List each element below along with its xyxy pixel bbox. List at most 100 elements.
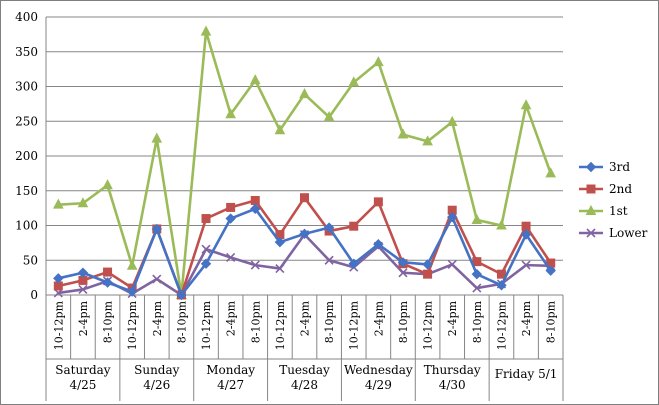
group-label: 4/28 bbox=[291, 378, 318, 392]
data-point-2nd bbox=[423, 269, 433, 279]
data-point-1st bbox=[102, 179, 113, 190]
series-line-1st bbox=[58, 30, 552, 297]
y-tick-label: 50 bbox=[23, 253, 38, 267]
x-tick-label: 2-4pm bbox=[77, 300, 90, 336]
data-point-1st bbox=[77, 197, 89, 208]
data-point-2nd bbox=[250, 195, 260, 205]
data-point-1st bbox=[249, 74, 261, 85]
data-point-1st bbox=[373, 56, 384, 67]
data-point-3rd bbox=[225, 213, 236, 224]
data-point-lower bbox=[78, 284, 88, 295]
group-label: Wednesday bbox=[344, 363, 413, 377]
data-point-3rd bbox=[53, 273, 64, 284]
data-point-3rd bbox=[323, 222, 335, 233]
data-point-1st bbox=[348, 76, 360, 87]
x-tick-label: 2-4pm bbox=[520, 300, 533, 336]
x-tick-label: 2-4pm bbox=[299, 300, 312, 336]
data-point-lower bbox=[472, 283, 482, 293]
data-point-lower bbox=[275, 264, 285, 274]
data-point-lower bbox=[226, 252, 236, 263]
data-point-3rd bbox=[77, 267, 89, 278]
x-tick-label: 8-10pm bbox=[397, 300, 410, 343]
group-label: Sunday bbox=[134, 363, 180, 377]
group-label: Thursday bbox=[424, 363, 481, 377]
x-tick-label: 2-4pm bbox=[372, 300, 385, 336]
series-3rd bbox=[53, 203, 556, 301]
x-tick-label: 8-10pm bbox=[323, 300, 336, 343]
y-tick-label: 300 bbox=[15, 80, 38, 94]
x-tick-label: 10-12pm bbox=[274, 300, 287, 350]
data-point-3rd bbox=[447, 211, 458, 223]
x-tick-label: 8-10pm bbox=[102, 300, 115, 343]
y-tick-label: 200 bbox=[15, 149, 38, 163]
x-tick-label: 8-10pm bbox=[249, 300, 262, 343]
data-point-lower bbox=[324, 255, 334, 265]
data-point-1st bbox=[545, 167, 557, 178]
gridlines bbox=[46, 16, 563, 296]
x-tick-label: 8-10pm bbox=[471, 300, 484, 343]
data-point-1st bbox=[422, 135, 433, 146]
legend-label: 3rd bbox=[609, 160, 630, 174]
legend-label: 2nd bbox=[609, 182, 632, 196]
data-point-2nd bbox=[349, 221, 359, 231]
data-point-2nd bbox=[373, 197, 383, 207]
y-tick-label: 400 bbox=[15, 10, 38, 24]
group-label: 4/25 bbox=[69, 378, 96, 392]
group-label: Saturday bbox=[55, 363, 110, 377]
data-point-1st bbox=[299, 88, 310, 99]
data-point-3rd bbox=[200, 258, 212, 269]
series bbox=[52, 25, 557, 301]
group-label: 4/30 bbox=[439, 378, 466, 392]
data-point-1st bbox=[126, 259, 138, 270]
group-label: 4/29 bbox=[365, 378, 392, 392]
data-point-3rd bbox=[126, 286, 138, 297]
data-point-2nd bbox=[201, 214, 211, 224]
group-label: 4/26 bbox=[143, 378, 170, 392]
data-point-2nd bbox=[226, 202, 236, 212]
data-point-1st bbox=[274, 124, 286, 135]
data-point-3rd bbox=[151, 223, 162, 235]
axes: 0 50 100 150 200 250 300 350 400 10-12pm 2-4pm 8-10… bbox=[15, 10, 564, 401]
series-line-2nd bbox=[58, 196, 552, 297]
data-point-1st bbox=[323, 111, 335, 122]
data-point-1st bbox=[471, 213, 483, 224]
data-point-2nd bbox=[300, 193, 309, 203]
series-1st bbox=[52, 25, 557, 299]
data-point-3rd bbox=[299, 228, 310, 240]
group-label: Friday 5/1 bbox=[495, 367, 558, 381]
legend-marker bbox=[585, 204, 597, 215]
x-tick-label: 2-4pm bbox=[225, 300, 238, 336]
y-tick-label: 150 bbox=[15, 184, 38, 198]
y-tick-label: 350 bbox=[15, 45, 38, 59]
x-tick-label: 2-4pm bbox=[151, 300, 164, 336]
data-point-3rd bbox=[250, 203, 261, 215]
x-tick-label: 10-12pm bbox=[422, 300, 435, 350]
data-point-3rd bbox=[274, 236, 286, 248]
data-point-lower bbox=[250, 260, 260, 270]
group-label: 4/27 bbox=[217, 378, 244, 392]
data-point-3rd bbox=[496, 280, 507, 291]
data-point-3rd bbox=[471, 268, 483, 280]
x-tick-label: 10-12pm bbox=[348, 300, 361, 350]
data-point-3rd bbox=[397, 257, 409, 268]
data-point-lower bbox=[398, 268, 408, 278]
series-2nd bbox=[53, 193, 556, 300]
legend-item-3rd: 3rd bbox=[579, 160, 630, 174]
data-point-3rd bbox=[348, 258, 359, 269]
data-point-3rd bbox=[176, 289, 187, 301]
legend-label: 1st bbox=[609, 204, 628, 218]
legend-marker bbox=[586, 184, 596, 194]
data-point-3rd bbox=[102, 277, 113, 288]
x-tick-label: 8-10pm bbox=[545, 300, 558, 343]
data-point-1st bbox=[496, 219, 507, 230]
data-point-lower bbox=[447, 259, 457, 269]
y-tick-label: 0 bbox=[30, 288, 38, 302]
y-tick-label: 100 bbox=[15, 219, 38, 233]
data-point-1st bbox=[397, 128, 409, 139]
data-point-1st bbox=[52, 198, 64, 209]
data-point-1st bbox=[225, 108, 236, 119]
x-tick-label: 10-12pm bbox=[126, 300, 139, 350]
data-point-3rd bbox=[422, 259, 433, 270]
